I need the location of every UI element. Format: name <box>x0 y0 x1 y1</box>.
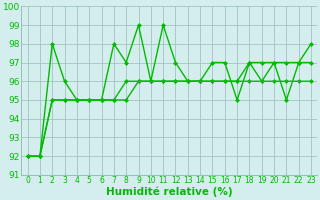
X-axis label: Humidité relative (%): Humidité relative (%) <box>106 187 233 197</box>
